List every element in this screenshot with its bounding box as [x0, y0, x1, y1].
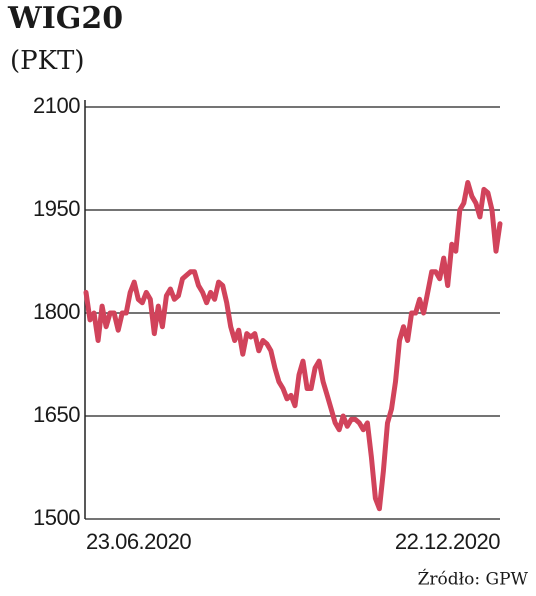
- x-tick-label: 23.06.2020: [86, 529, 191, 554]
- y-tick-label: 1500: [33, 505, 80, 530]
- y-tick-label: 1650: [33, 402, 80, 427]
- y-tick-label: 1950: [33, 196, 80, 221]
- line: [83, 180, 503, 512]
- y-tick-label: 1800: [33, 299, 80, 324]
- chart-title: WIG20: [7, 1, 123, 36]
- x-tick-label: 22.12.2020: [395, 529, 500, 554]
- source: Źródło: GPW: [418, 569, 529, 590]
- y-tick-label: 2100: [33, 93, 80, 118]
- chart-subtitle: (PKT): [10, 46, 85, 76]
